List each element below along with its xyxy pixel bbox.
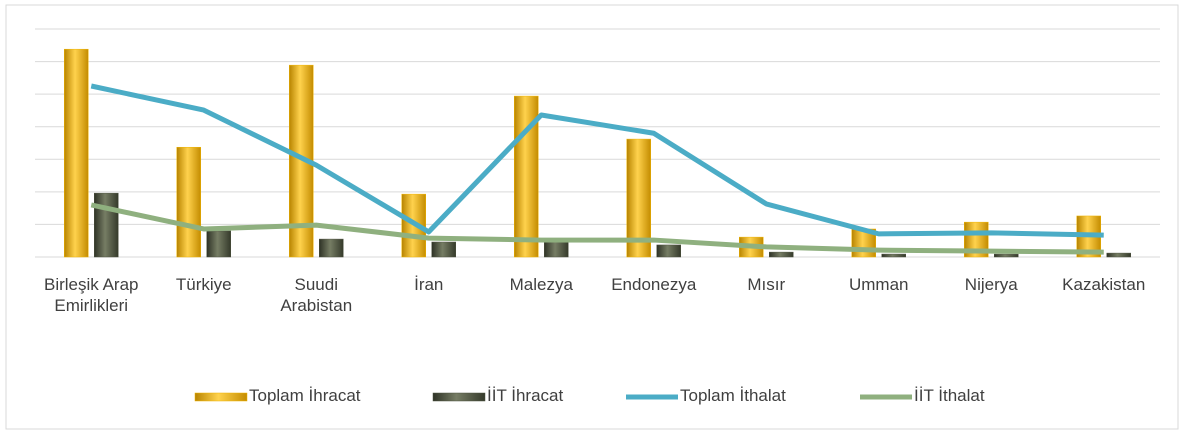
x-tick-label: Malezya	[509, 275, 573, 294]
bar	[431, 241, 456, 258]
bar	[544, 240, 569, 258]
x-tick-label: Suudi Arabistan	[280, 275, 353, 315]
bar	[64, 48, 89, 258]
bar	[319, 238, 344, 258]
legend-swatch	[194, 392, 248, 402]
legend-label: İİT İhracat	[487, 386, 564, 405]
legend-label: Toplam İthalat	[680, 386, 786, 405]
x-tick-label: Umman	[848, 275, 909, 294]
x-tick-label: Nijerya	[964, 275, 1018, 294]
line	[90, 83, 1104, 238]
x-tick-label: Türkiye	[175, 275, 232, 294]
x-tick-label: Endonezya	[611, 275, 697, 294]
x-tick-label: İran	[414, 275, 444, 294]
bar	[94, 192, 119, 258]
x-tick-label: Kazakistan	[1062, 275, 1146, 294]
bar	[994, 253, 1019, 258]
bar	[176, 146, 201, 258]
bar	[1106, 252, 1131, 258]
legend-label: Toplam İhracat	[249, 386, 361, 405]
bar	[206, 230, 231, 258]
bar	[626, 138, 651, 258]
bar	[656, 244, 681, 258]
line	[90, 202, 1104, 255]
chart-border	[5, 4, 1179, 430]
bar	[769, 251, 794, 258]
x-tick-label: Mısır	[747, 275, 786, 294]
x-tick-label: Birleşik Arap Emirlikleri	[44, 275, 139, 315]
bar	[881, 253, 906, 258]
legend-label: İİT İthalat	[914, 386, 985, 405]
legend-swatch	[432, 392, 486, 402]
